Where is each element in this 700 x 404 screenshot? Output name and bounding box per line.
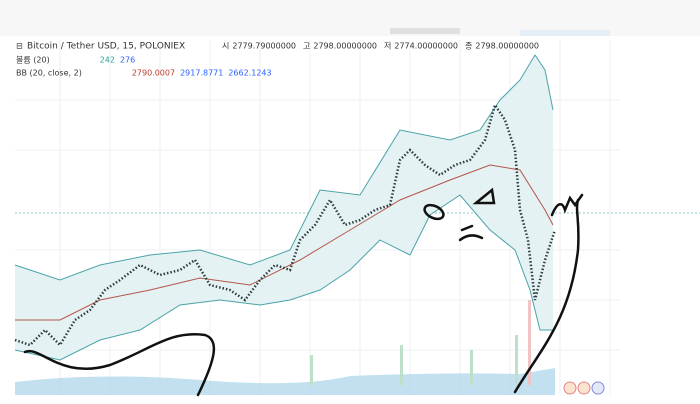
ohlc-value: 2774.00000000 — [394, 42, 458, 51]
bottom-icons — [563, 381, 605, 395]
volume — [15, 368, 555, 395]
chart-title: Bitcoin / Tether USD, 15, POLONIEX — [27, 42, 185, 52]
indicator-name: BB (20, close, 2) — [16, 69, 82, 78]
indicator-value: 2917.8771 — [180, 69, 223, 78]
candles — [14, 102, 557, 348]
ohlc-value: 2798.00000000 — [475, 42, 539, 51]
band-fill — [15, 55, 553, 360]
doodle — [23, 187, 584, 397]
ohlc-label: 고 — [303, 42, 310, 51]
indicator-value: 2662.1243 — [228, 69, 271, 78]
ohlc-value: 2779.79000000 — [232, 42, 296, 51]
ohlc-label: 시 — [222, 42, 229, 51]
upper-band — [14, 54, 554, 281]
volume-bars — [310, 300, 531, 385]
top-element — [520, 30, 610, 36]
ohlc-value: 2798.00000000 — [313, 42, 377, 51]
ohlc-label: 종 — [465, 42, 472, 51]
indicator-value: 242 — [100, 56, 115, 65]
indicator-value: 276 — [120, 56, 135, 65]
collapse-icon[interactable]: ⊟ — [16, 42, 23, 51]
top-element — [390, 28, 460, 34]
ohlc-label: 저 — [384, 42, 391, 51]
lower-band — [14, 194, 553, 361]
indicator-name: 볼륨 (20) — [16, 55, 50, 65]
middle-band — [15, 164, 554, 321]
indicator-value: 2790.0007 — [132, 69, 175, 78]
